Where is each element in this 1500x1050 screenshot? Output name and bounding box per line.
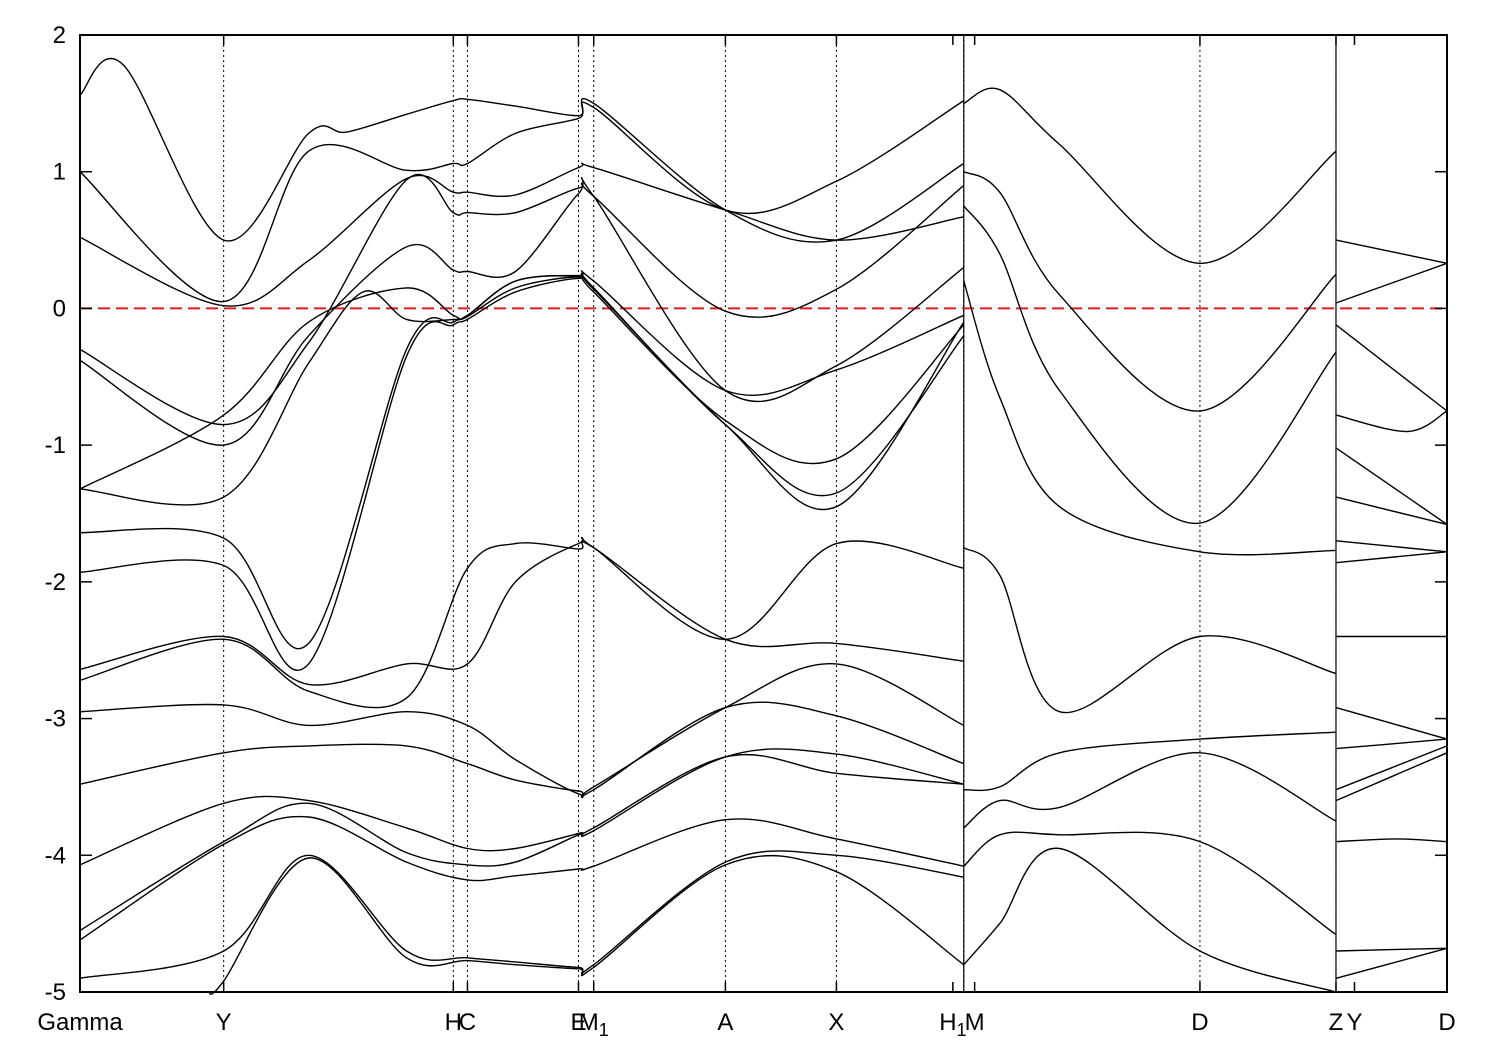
- plot-frame: [79, 34, 1448, 993]
- y-tick-label: -3: [45, 706, 66, 733]
- band-line-12: [79, 663, 965, 799]
- x-tick-label: A: [717, 1009, 733, 1036]
- high-symmetry-lines: [223, 35, 1337, 992]
- x-tick-label: M1: [579, 1009, 609, 1040]
- band-line-39: [1335, 745, 1448, 791]
- band-line-8: [79, 272, 965, 650]
- y-axis: 2 1 0 -1 -2 -3 -4 -5: [45, 22, 1447, 1006]
- x-tick-label: H: [445, 1009, 462, 1036]
- x-tick-label: Z: [1329, 1009, 1344, 1036]
- x-tick-label: H1: [939, 1009, 966, 1040]
- band-line-16: [79, 815, 964, 941]
- band-curves: [79, 57, 1448, 995]
- band-line-9: [79, 273, 965, 671]
- y-tick-label: 2: [53, 22, 66, 49]
- band-line-30: [1335, 324, 1448, 412]
- band-line-13: [79, 701, 965, 798]
- y-tick-label: -2: [45, 569, 66, 596]
- x-tick-label: Gamma: [37, 1009, 123, 1036]
- band-line-3: [79, 162, 964, 307]
- band-line-29: [1335, 262, 1448, 304]
- band-line-18: [208, 854, 965, 995]
- x-tick-label: D: [1191, 1009, 1208, 1036]
- band-line-33: [1335, 496, 1448, 526]
- band-line-25: [963, 752, 1337, 829]
- y-tick-label: 1: [53, 159, 66, 186]
- band-line-20: [963, 171, 1337, 412]
- band-line-28: [1335, 239, 1448, 264]
- band-line-37: [1335, 706, 1448, 740]
- band-line-22: [963, 280, 1337, 556]
- band-line-32: [1335, 447, 1448, 525]
- band-line-26: [963, 831, 1337, 936]
- band-line-24: [963, 731, 1337, 792]
- band-line-15: [79, 748, 964, 932]
- band-line-34: [1335, 540, 1448, 553]
- x-tick-label: X: [828, 1009, 844, 1036]
- band-line-27: [963, 847, 1337, 993]
- band-line-35: [1335, 551, 1448, 564]
- band-line-43: [1335, 947, 1448, 979]
- y-tick-label: -5: [45, 979, 66, 1006]
- band-line-19: [963, 87, 1337, 265]
- band-line-4: [79, 173, 965, 426]
- y-tick-label: -1: [45, 432, 66, 459]
- band-line-21: [963, 205, 1337, 524]
- band-line-42: [1335, 947, 1448, 952]
- x-tick-label: Y: [1346, 1009, 1362, 1036]
- band-line-41: [1335, 838, 1448, 843]
- x-tick-label: M: [965, 1009, 985, 1036]
- x-tick-label: Y: [216, 1009, 232, 1036]
- band-line-10: [79, 536, 964, 686]
- band-line-14: [79, 753, 964, 866]
- band-line-7: [79, 275, 965, 506]
- band-line-38: [1335, 738, 1448, 750]
- y-tick-label: 0: [53, 295, 66, 322]
- band-line-31: [1335, 410, 1448, 433]
- band-line-40: [1335, 752, 1448, 802]
- x-tick-label: C: [459, 1009, 476, 1036]
- band-line-5: [79, 176, 965, 446]
- x-axis: Gamma Y HC EM1 A X H1M D Z Y D: [37, 35, 1456, 1040]
- band-line-1: [79, 57, 965, 243]
- x-tick-label: E: [570, 1009, 586, 1036]
- y-tick-label: -4: [45, 842, 66, 869]
- band-line-23: [963, 547, 1337, 714]
- x-tick-label: D: [1438, 1009, 1455, 1036]
- band-line-11: [79, 540, 964, 709]
- band-line-2: [79, 100, 965, 303]
- band-line-17: [79, 850, 964, 979]
